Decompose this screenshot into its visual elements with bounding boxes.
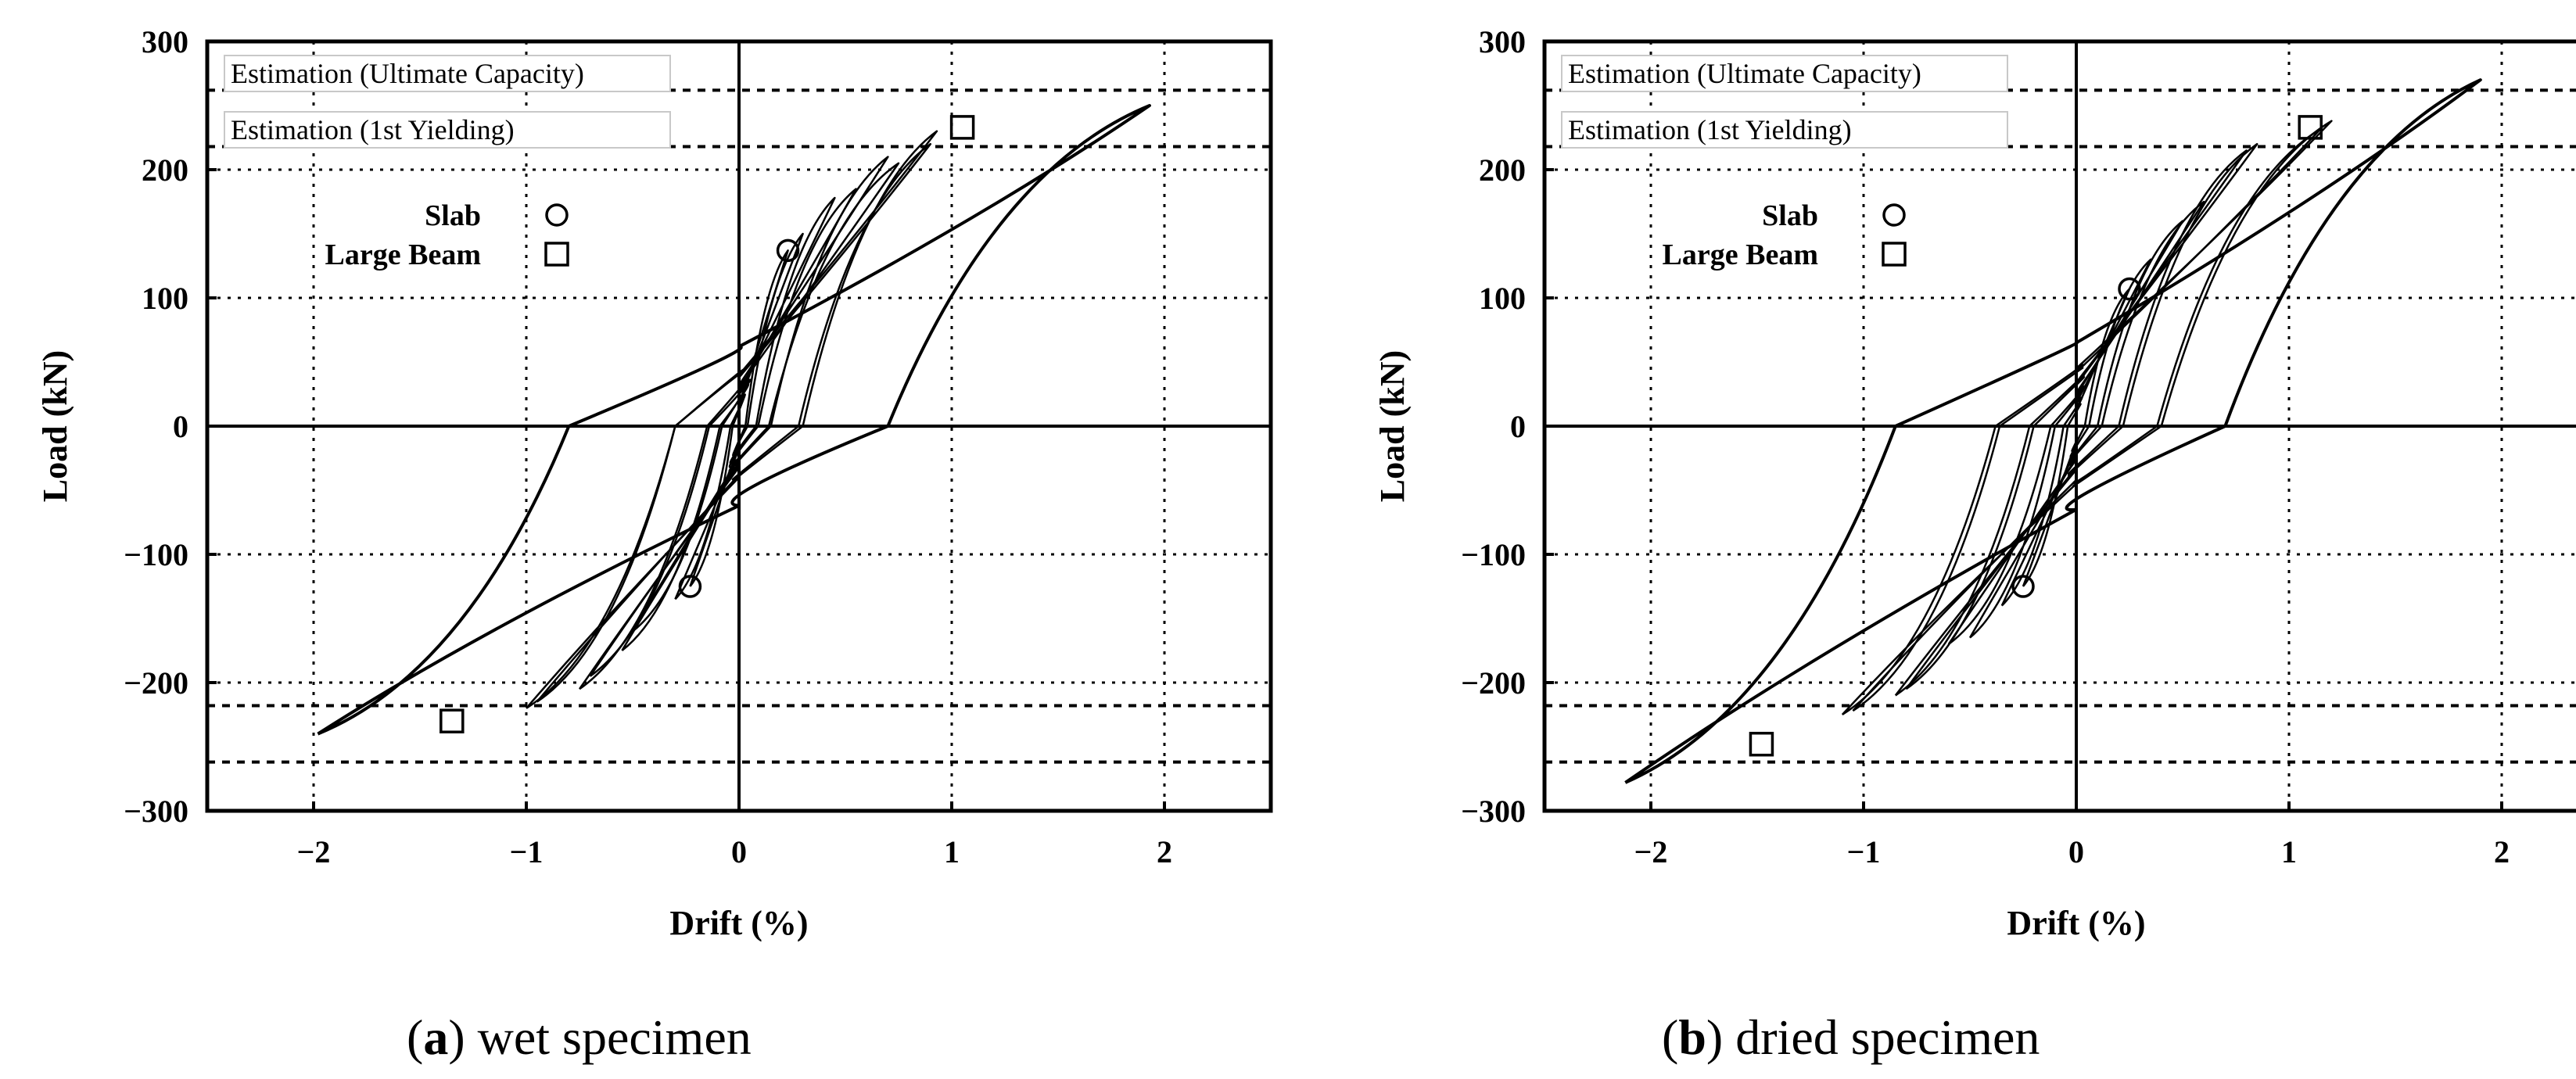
y-tick-label: 300 [142,24,188,59]
y-axis-title: Load (kN) [1373,350,1412,502]
estimation-label: Estimation (Ultimate Capacity) [231,58,584,89]
legend-marker-square [1882,242,1907,267]
large-beam-marker [439,708,465,733]
x-tick-label: 2 [1157,834,1172,869]
legend-label-circle: Slab [1762,199,1818,232]
caption-a-text: wet specimen [465,1009,752,1065]
x-tick-label: 1 [944,834,960,869]
x-tick-label: 2 [2494,834,2510,869]
estimation-label: Estimation (Ultimate Capacity) [1568,58,1921,89]
hysteresis-loop-5 [1894,142,2258,697]
x-tick-label: 0 [2068,834,2084,869]
large-beam-marker [2298,115,2323,140]
hysteresis-loop-8 [1852,127,2323,712]
hysteresis-loop-7 [1841,120,2333,716]
estimation-label-box [224,111,671,149]
caption-b-letter: b [1678,1009,1706,1065]
x-tick-label: −1 [510,834,544,869]
hysteresis-loop-4 [621,188,857,651]
caption-a-letter: a [423,1009,448,1065]
large-beam-marker [1749,731,1774,757]
hysteresis-loop-8 [536,142,932,703]
caption-b: (b) dried specimen [1662,1009,2040,1065]
estimation-label: Estimation (1st Yielding) [231,114,515,145]
caption-a: (a) wet specimen [407,1009,752,1065]
legend-marker-square [544,242,569,267]
y-tick-label: −300 [124,794,188,829]
hysteresis-loop-6 [589,162,900,677]
y-tick-label: 0 [173,409,188,444]
estimation-label-box [224,55,671,92]
large-beam-marker [949,115,975,140]
slab-marker [678,575,702,598]
y-tick-label: −100 [124,537,188,572]
hysteresis-loop-6 [1905,149,2248,690]
hysteresis-series [317,104,1151,736]
estimation-label-box [1561,111,2008,149]
y-tick-label: 100 [142,281,188,316]
slab-marker [2011,575,2035,598]
legend-marker-circle [545,203,569,227]
y-tick-label: −200 [124,665,188,701]
x-tick-label: −2 [1634,834,1668,869]
chart-panel-dried: −2 −1 0 1 2 300 200 100 0 −100 −200 −300 Drift (%) Lo… [1373,24,2576,942]
y-tick-label: 200 [1479,152,1526,188]
x-axis-title: Drift (%) [669,904,808,942]
x-tick-label: 0 [731,834,747,869]
hysteresis-series [1624,78,2482,784]
hysteresis-loop-5 [578,156,889,690]
caption-b-text: dried specimen [1723,1009,2040,1065]
x-tick-label: −1 [1847,834,1881,869]
estimation-label: Estimation (1st Yielding) [1568,114,1852,145]
slab-marker [776,238,800,263]
y-tick-label: −100 [1461,537,1526,572]
hysteresis-loop-4 [1947,200,2205,645]
y-tick-label: 100 [1479,281,1526,316]
legend-marker-circle [1882,203,1906,227]
x-tick-label: 1 [2281,834,2297,869]
estimation-label-box [1561,55,2008,92]
y-tick-label: 200 [142,152,188,188]
legend-label-circle: Slab [425,199,481,232]
y-tick-label: 0 [1510,409,1526,444]
hysteresis-loop-9 [1624,78,2482,784]
legend-label-square: Large Beam [1663,238,1818,271]
legend-label-square: Large Beam [325,238,481,271]
y-tick-label: −300 [1461,794,1526,829]
y-tick-label: −200 [1461,665,1526,701]
hysteresis-loop-9 [317,104,1151,736]
hysteresis-loop-1 [689,249,789,587]
y-tick-label: 300 [1479,24,1526,59]
x-axis-title: Drift (%) [2007,904,2145,942]
chart-panel-wet: −2 −1 0 1 2 300 200 100 0 −100 −200 −300 Drift (%) Lo… [36,24,1273,942]
y-axis-title: Load (kN) [36,350,74,502]
x-tick-label: −2 [297,834,331,869]
slab-marker [2118,277,2141,301]
